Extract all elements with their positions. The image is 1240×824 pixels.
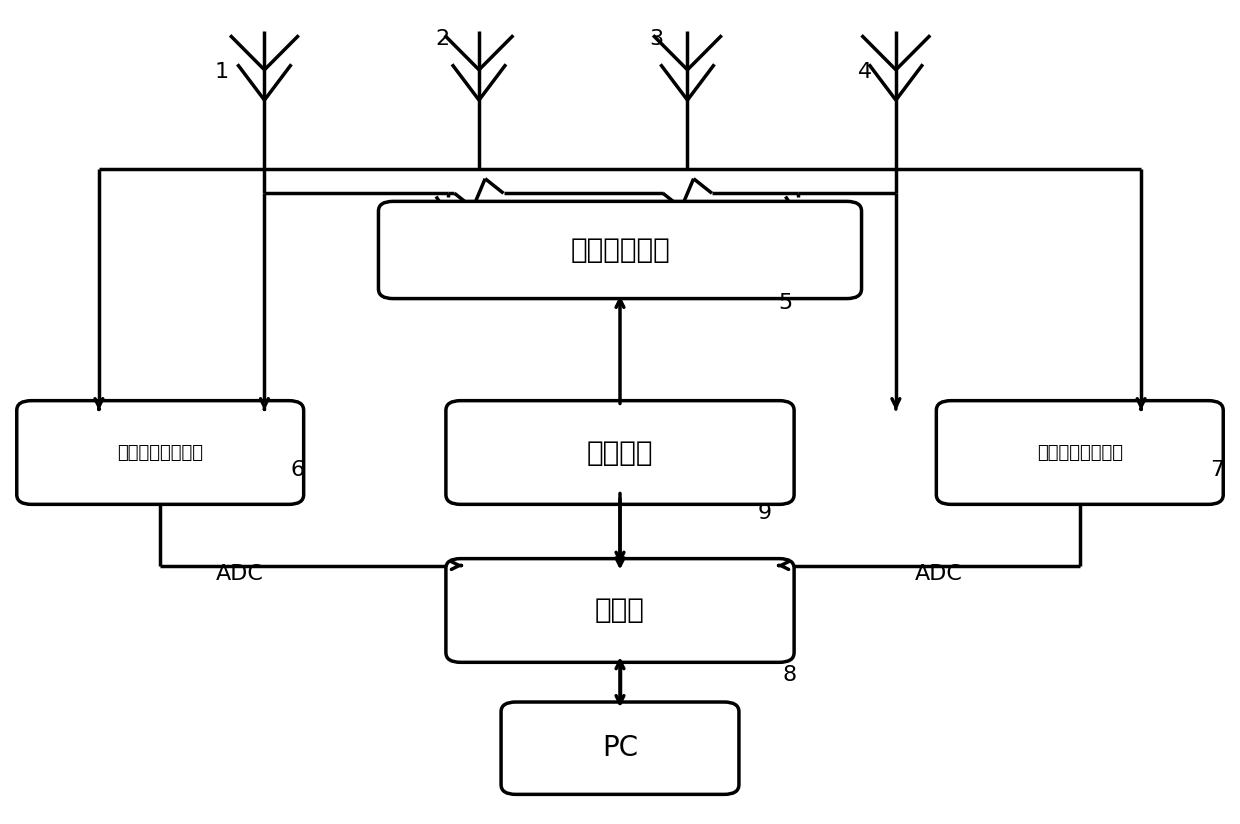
Text: 2: 2 [435, 30, 449, 49]
FancyBboxPatch shape [936, 400, 1223, 504]
Text: 8: 8 [782, 665, 796, 686]
Text: 4: 4 [858, 62, 872, 82]
Text: 6: 6 [290, 461, 305, 480]
Text: ADC: ADC [216, 564, 264, 584]
Text: 单片机: 单片机 [595, 597, 645, 625]
Text: 5: 5 [779, 293, 792, 312]
FancyBboxPatch shape [501, 702, 739, 794]
FancyBboxPatch shape [378, 201, 862, 298]
Text: 3: 3 [650, 30, 663, 49]
Text: 第一相位比较模块: 第一相位比较模块 [118, 443, 203, 461]
Text: 电机驱动: 电机驱动 [587, 438, 653, 466]
Text: 1: 1 [215, 62, 228, 82]
Text: PC: PC [601, 734, 639, 762]
Text: 第二相位比较模块: 第二相位比较模块 [1037, 443, 1122, 461]
Text: 导轨运动装置: 导轨运动装置 [570, 236, 670, 264]
FancyBboxPatch shape [446, 559, 794, 662]
Text: 7: 7 [1210, 461, 1224, 480]
FancyBboxPatch shape [17, 400, 304, 504]
FancyBboxPatch shape [446, 400, 794, 504]
Text: ADC: ADC [915, 564, 962, 584]
Text: 9: 9 [758, 503, 771, 523]
